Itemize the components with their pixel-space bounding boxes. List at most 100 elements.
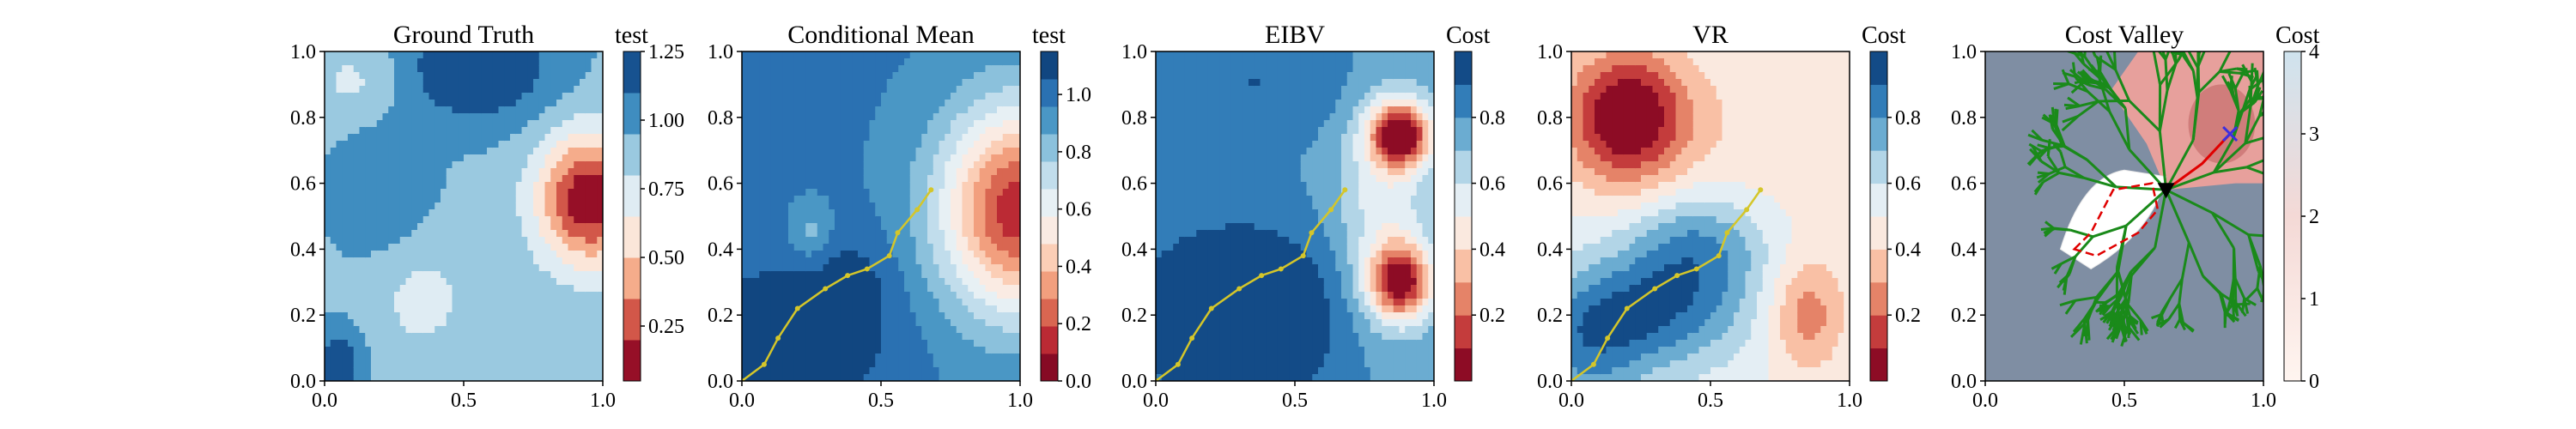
heat-cell [793, 333, 801, 341]
heat-cell [580, 51, 586, 59]
heat-cell [945, 93, 951, 100]
heat-cell [863, 58, 871, 66]
heat-cell [574, 285, 580, 293]
heat-cell [852, 353, 859, 361]
heat-cell [440, 353, 447, 361]
heat-cell [325, 58, 331, 66]
heat-cell [898, 326, 905, 334]
heat-cell [823, 340, 829, 347]
heat-cell [968, 79, 975, 87]
heat-cell [591, 230, 598, 238]
colorbar-frame [1040, 51, 1059, 382]
heat-cell [521, 360, 528, 368]
heat-cell [556, 113, 563, 121]
heat-cell [835, 86, 841, 94]
heat-cell [782, 120, 789, 128]
heat-cell [446, 299, 453, 306]
heat-cell [1167, 127, 1174, 135]
heat-cell [515, 244, 523, 251]
heat-cell [1156, 202, 1163, 210]
heat-cell [886, 223, 894, 231]
heat-cell [382, 216, 389, 224]
heat-cell [979, 333, 987, 341]
heat-cell [405, 216, 412, 224]
heat-cell [776, 168, 783, 176]
heat-cell [510, 154, 517, 162]
heat-cell [1156, 79, 1163, 87]
heat-cell [434, 347, 441, 354]
heat-cell [556, 264, 563, 272]
heat-cell [359, 65, 366, 73]
heat-cell [892, 196, 899, 203]
heat-cell [921, 175, 928, 183]
heat-cell [1173, 340, 1180, 347]
heat-cell [342, 353, 349, 361]
heat-cell [788, 189, 795, 196]
heat-cell [498, 347, 505, 354]
heat-cell [829, 237, 835, 245]
heat-cell [353, 285, 361, 293]
heat-cell [892, 209, 899, 217]
heat-cell [747, 154, 755, 162]
heat-cell [759, 127, 766, 135]
heat-cell [1173, 86, 1180, 94]
heat-cell [939, 182, 945, 190]
heat-cell [782, 106, 789, 114]
heat-cell [452, 333, 459, 341]
heat-cell [533, 251, 540, 258]
heat-cell [835, 134, 841, 142]
heat-cell [962, 134, 969, 142]
heat-cell [875, 230, 882, 238]
heat-cell [858, 257, 865, 265]
heat-cell [475, 216, 482, 224]
heat-cell [909, 305, 917, 313]
heat-cell [417, 168, 424, 176]
heat-cell [394, 251, 401, 258]
heat-cell [858, 189, 865, 196]
heat-cell [348, 93, 355, 100]
heat-cell [898, 340, 905, 347]
heat-cell [411, 312, 418, 320]
heat-cell [504, 106, 511, 114]
heat-cell [498, 299, 505, 306]
heat-cell [469, 347, 477, 354]
heat-cell [428, 299, 435, 306]
heat-cell [394, 292, 401, 299]
heat-cell [469, 223, 477, 231]
heat-cell [765, 319, 772, 327]
heat-cell [811, 51, 818, 59]
heat-cell [574, 65, 580, 73]
heat-cell [799, 202, 806, 210]
heat-cell [510, 72, 517, 80]
heat-cell [951, 292, 957, 299]
heat-cell [550, 86, 557, 94]
heat-cell [580, 223, 586, 231]
heat-cell [991, 65, 998, 73]
heat-cell [1156, 278, 1163, 286]
heat-cell [956, 285, 963, 293]
heat-cell [504, 251, 511, 258]
heat-cell [898, 244, 905, 251]
heat-cell [510, 237, 517, 245]
heat-cell [550, 113, 557, 121]
heat-cell [852, 305, 859, 313]
heat-cell [591, 72, 598, 80]
heat-cell [933, 333, 940, 341]
heat-cell [909, 134, 917, 142]
heat-cell [434, 340, 441, 347]
heat-cell [742, 264, 749, 272]
heat-cell [1002, 86, 1010, 94]
heat-cell [446, 127, 453, 135]
heat-cell [1002, 244, 1010, 251]
heat-cell [979, 312, 987, 320]
heat-cell [556, 278, 563, 286]
heat-cell [1014, 168, 1020, 176]
heat-cell [863, 182, 871, 190]
heat-cell [428, 72, 435, 80]
heat-cell [1184, 244, 1192, 251]
heat-cell [568, 182, 574, 190]
heat-cell [597, 251, 603, 258]
heat-cell [422, 58, 430, 66]
heat-cell [921, 182, 928, 190]
heat-cell [881, 347, 888, 354]
